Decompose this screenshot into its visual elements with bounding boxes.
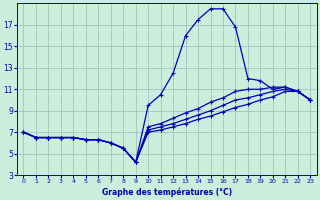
X-axis label: Graphe des températures (°C): Graphe des températures (°C) <box>102 187 232 197</box>
